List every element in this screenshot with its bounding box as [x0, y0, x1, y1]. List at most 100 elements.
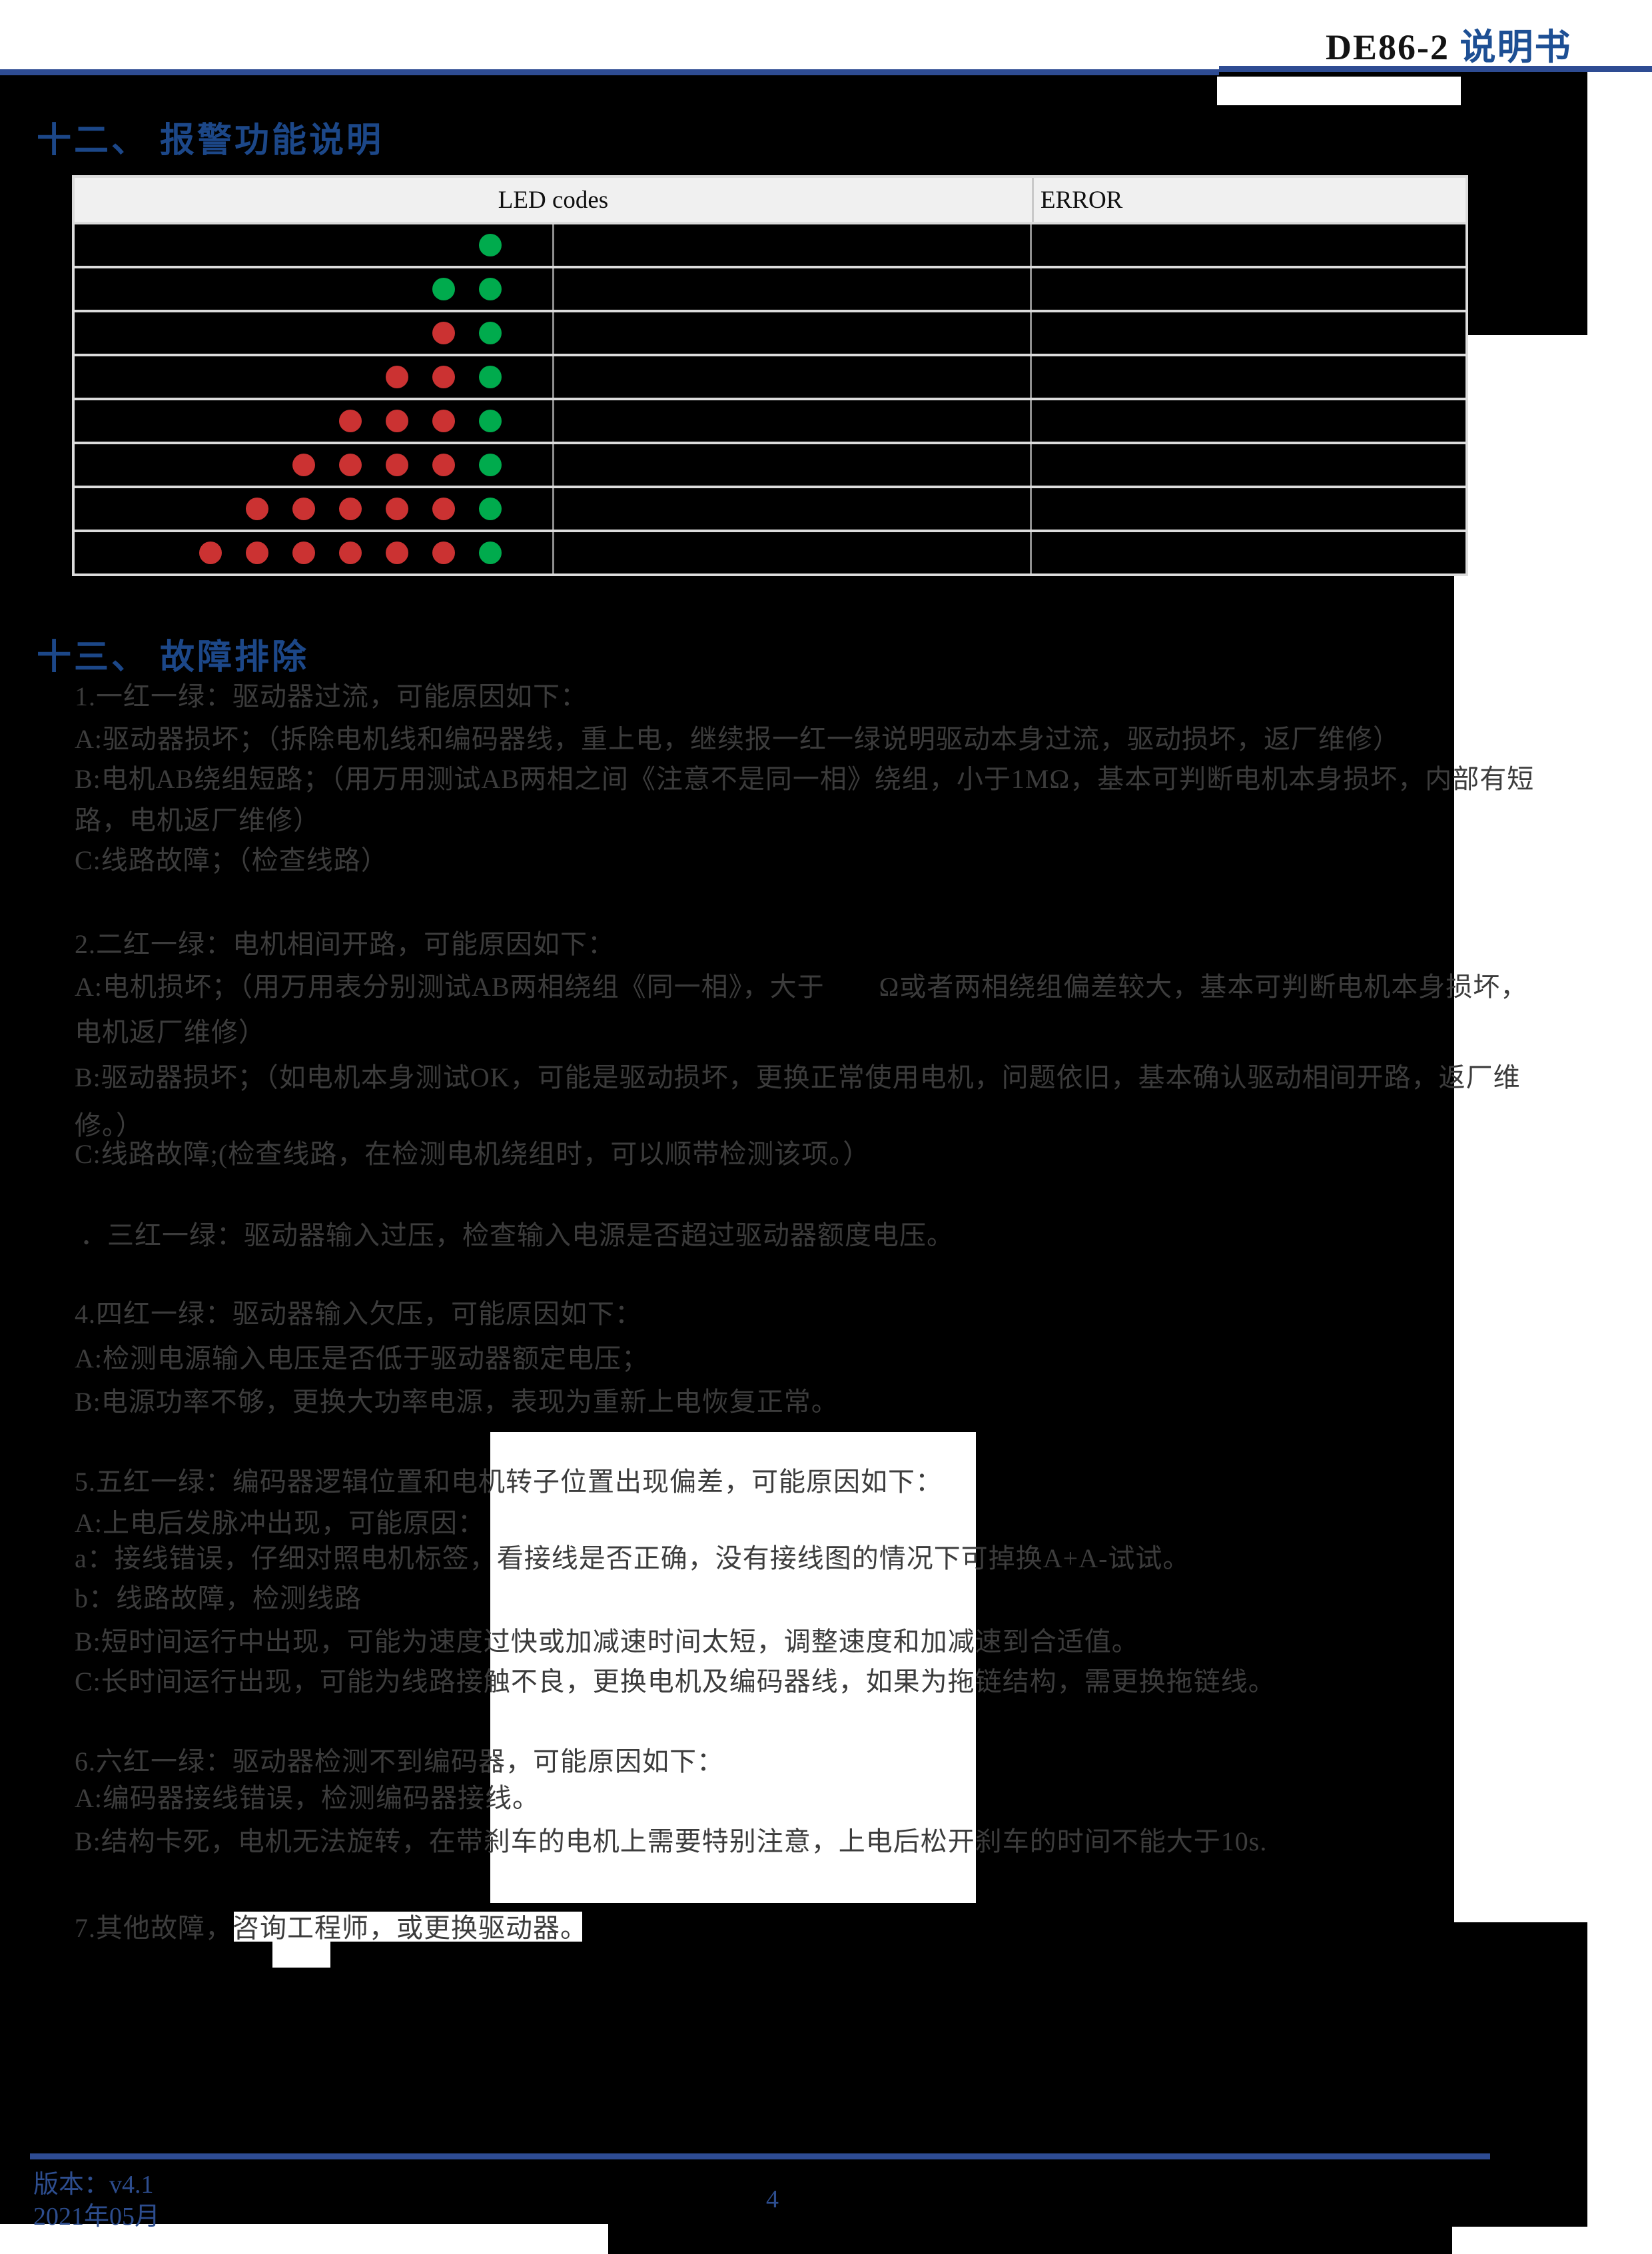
led-dot-red — [432, 366, 455, 388]
redaction-block-bottom-mid — [608, 1922, 1452, 2254]
body-line: A:检测电源输入电压是否低于驱动器额定电压； — [75, 1343, 649, 1373]
document-title: DE86-2 说明书 — [1326, 17, 1572, 70]
body-line: 4.四红一绿：驱动器输入欠压，可能原因如下： — [75, 1299, 642, 1329]
body-line: B:电机AB绕组短路；（用万用测试AB两相之间《注意不是同一相》绕组，小于1MΩ… — [75, 764, 1535, 794]
body-line: 路，电机返厂维修） — [75, 805, 320, 835]
body-line: C:线路故障；（检查线路） — [75, 845, 388, 875]
led-codes-table: LED codes ERROR — [72, 175, 1468, 576]
led-pattern-cell — [75, 400, 554, 442]
body-line: 7.其他故障，咨询工程师，或更换驱动器。 — [75, 1913, 588, 1943]
led-dot-red — [386, 366, 408, 388]
footer-version: 版本：v4.1 — [33, 2171, 154, 2199]
body-line: B:电源功率不够，更换大功率电源，表现为重新上电恢复正常。 — [75, 1387, 839, 1417]
white-patch-top-right — [1217, 77, 1461, 105]
led-description-cell — [554, 444, 1032, 486]
led-dot-green — [479, 410, 502, 432]
led-dot-red — [386, 542, 408, 564]
led-dot-red — [339, 498, 362, 520]
led-description-cell — [554, 268, 1032, 310]
led-table-row — [75, 266, 1465, 310]
led-pattern-cell — [75, 356, 554, 398]
body-line: 5.五红一绿：编码器逻辑位置和电机转子位置出现偏差，可能原因如下： — [75, 1467, 943, 1497]
body-line: a：接线错误，仔细对照电机标签，看接线是否正确，没有接线图的情况下可掉换A+A-… — [75, 1543, 1190, 1573]
redaction-block-top-right — [1454, 72, 1587, 335]
body-line: B:结构卡死，电机无法旋转，在带刹车的电机上需要特别注意，上电后松开刹车的时间不… — [75, 1826, 1268, 1856]
led-dot-green — [479, 454, 502, 476]
document-title-model: DE86-2 — [1326, 27, 1460, 67]
document-title-suffix: 说明书 — [1459, 27, 1572, 67]
led-table-row — [75, 486, 1465, 530]
led-description-cell — [554, 400, 1032, 442]
body-line: 1.一红一绿：驱动器过流，可能原因如下： — [75, 681, 588, 711]
led-description-cell — [554, 356, 1032, 398]
redaction-block-bottom-right — [1452, 1922, 1587, 2227]
footer-rule — [30, 2153, 1490, 2159]
error-cell — [1032, 356, 1465, 398]
led-dot-red — [292, 454, 315, 476]
led-table-row — [75, 442, 1465, 486]
body-line: 2.二红一绿：电机相间开路，可能原因如下： — [75, 929, 615, 959]
led-table-row — [75, 222, 1465, 266]
body-line: C:长时间运行出现，可能为线路接触不良，更换电机及编码器线，如果为拖链结构，需更… — [75, 1667, 1276, 1696]
body-line: A:电机损坏；（用万用表分别测试AB两相绕组《同一相》，大于 Ω或者两相绕组偏差… — [75, 972, 1528, 1002]
led-dot-red — [432, 410, 455, 432]
led-dot-green — [479, 498, 502, 520]
led-table-body — [75, 222, 1465, 573]
error-cell — [1032, 312, 1465, 354]
led-pattern-cell — [75, 488, 554, 530]
led-dot-red — [292, 542, 315, 564]
body-line: B:短时间运行中出现，可能为速度过快或加减速时间太短，调整速度和加减速到合适值。 — [75, 1627, 1139, 1657]
led-dot-red — [432, 542, 455, 564]
body-line: B:驱动器损坏；（如电机本身测试OK，可能是驱动损坏，更换正常使用电机，问题依旧… — [75, 1062, 1521, 1092]
body-line: 修。） — [75, 1110, 143, 1140]
led-table-row — [75, 398, 1465, 442]
led-dot-green — [479, 278, 502, 300]
led-dot-green — [479, 322, 502, 344]
led-description-cell — [554, 532, 1032, 573]
error-cell — [1032, 224, 1465, 266]
body-line: A:上电后发脉冲出现，可能原因： — [75, 1508, 485, 1538]
led-dot-red — [339, 454, 362, 476]
page-number: 4 — [766, 2185, 779, 2213]
led-dot-green — [432, 278, 455, 300]
led-dot-red — [432, 454, 455, 476]
body-line: C:线路故障;(检查线路，在检测电机绕组时，可以顺带检测该项。） — [75, 1139, 871, 1169]
white-patch-small-square — [272, 1941, 330, 1968]
body-line: A:编码器接线错误，检测编码器接线。 — [75, 1783, 540, 1813]
error-cell — [1032, 532, 1465, 573]
led-description-cell — [554, 224, 1032, 266]
redaction-block-bottom-left — [0, 1922, 608, 2224]
header-rule-right-segment — [1219, 66, 1652, 72]
body-line: ．三红一绿：驱动器输入过压，检查输入电源是否超过驱动器额度电压。 — [80, 1220, 954, 1250]
led-table-row — [75, 354, 1465, 398]
led-dot-red — [199, 542, 222, 564]
body-line: 6.六红一绿：驱动器检测不到编码器，可能原因如下： — [75, 1746, 724, 1776]
white-patch-line7 — [234, 1912, 582, 1942]
led-description-cell — [554, 312, 1032, 354]
error-column-header: ERROR — [1040, 186, 1123, 214]
led-pattern-cell — [75, 224, 554, 266]
led-dot-red — [246, 498, 268, 520]
led-dot-red — [386, 498, 408, 520]
error-cell — [1032, 444, 1465, 486]
led-dot-green — [479, 234, 502, 256]
led-codes-column-header: LED codes — [75, 178, 1034, 222]
led-dot-red — [292, 498, 315, 520]
body-line: 电机返厂维修） — [75, 1017, 266, 1047]
led-pattern-cell — [75, 532, 554, 573]
error-cell — [1032, 268, 1465, 310]
led-table-header-row: LED codes ERROR — [75, 178, 1465, 222]
led-dot-red — [432, 498, 455, 520]
led-pattern-cell — [75, 312, 554, 354]
led-dot-red — [386, 454, 408, 476]
led-dot-red — [386, 410, 408, 432]
led-dot-red — [246, 542, 268, 564]
section-13-heading: 十三、 故障排除 — [37, 639, 310, 677]
led-pattern-cell — [75, 444, 554, 486]
section-12-heading: 十二、 报警功能说明 — [37, 122, 384, 160]
led-dot-red — [339, 542, 362, 564]
error-cell — [1032, 488, 1465, 530]
led-table-row — [75, 310, 1465, 354]
body-line: A:驱动器损坏；（拆除电机线和编码器线，重上电，继续报一红一绿说明驱动本身过流，… — [75, 724, 1400, 754]
